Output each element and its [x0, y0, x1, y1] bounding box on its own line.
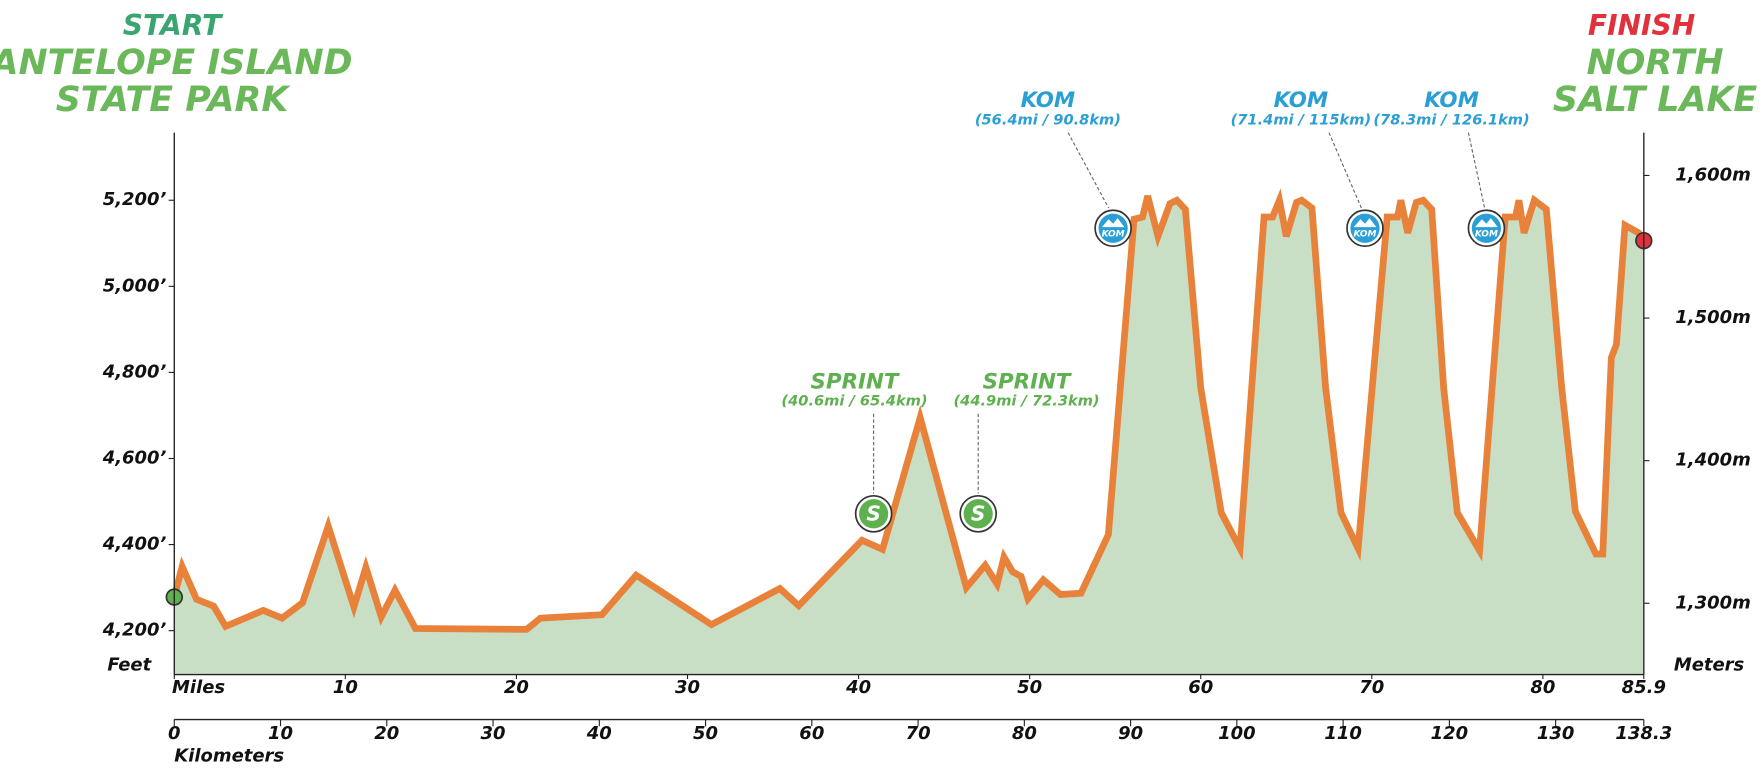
y-tick-label: 4,400’ — [102, 534, 167, 555]
kom-mountain — [1353, 218, 1377, 228]
kom-mountain — [1101, 218, 1125, 228]
kom-icon-text: KOM — [1102, 229, 1125, 239]
kom-label: KOM — [1274, 88, 1329, 113]
x2-tick-label: 110 — [1324, 723, 1362, 744]
kom-detail: (78.3mi / 126.1km) — [1373, 111, 1529, 128]
leader-line — [1067, 132, 1110, 209]
x2-tick-label: 100 — [1218, 723, 1256, 744]
x2-tick-label: 138.3 — [1615, 723, 1672, 744]
sprint-icon — [963, 499, 993, 529]
start-label: START — [123, 9, 224, 42]
start-name: STATE PARK — [56, 80, 292, 120]
x-tick-label: 85.9 — [1622, 677, 1666, 698]
x2-tick-label: 90 — [1118, 723, 1143, 744]
x2-tick-label: 20 — [374, 723, 399, 744]
kom-label: KOM — [1424, 88, 1479, 113]
x-tick-label: 80 — [1530, 677, 1555, 698]
kom-detail: (71.4mi / 115km) — [1231, 111, 1372, 128]
y2-tick-label: 1,400m — [1675, 450, 1751, 471]
y-tick-label: 5,200’ — [103, 189, 167, 210]
sprint-label: SPRINT — [811, 369, 900, 394]
x2-axis-label: Kilometers — [174, 746, 284, 767]
sprint-icon-text: S — [866, 501, 881, 525]
x2-tick-label: 30 — [481, 723, 506, 744]
x2-tick-label: 10 — [268, 723, 293, 744]
kom-label: KOM — [1021, 88, 1076, 113]
x-tick-label: 60 — [1188, 677, 1213, 698]
x2-tick-label: 70 — [906, 723, 931, 744]
kom-icon — [1098, 213, 1128, 243]
finish-name: NORTH — [1587, 43, 1724, 83]
y-tick-label: 4,200’ — [102, 620, 167, 641]
y-axis-label: Feet — [107, 655, 152, 676]
elevation-area — [174, 195, 1644, 675]
sprint-detail: (40.6mi / 65.4km) — [781, 392, 927, 409]
elevation-line — [171, 188, 1647, 633]
y2-tick-label: 1,600m — [1675, 164, 1751, 185]
x-tick-label: 20 — [504, 677, 529, 698]
kom-mountain — [1475, 218, 1498, 228]
leader-line — [1467, 132, 1486, 209]
x2-tick-label: 0 — [168, 723, 181, 744]
y2-axis-label: Meters — [1674, 655, 1745, 676]
y2-tick-label: 1,300m — [1675, 592, 1751, 613]
kom-icon-text: KOM — [1475, 229, 1498, 239]
x-tick-label: 30 — [675, 677, 700, 698]
x-tick-label: Miles — [172, 677, 225, 698]
x2-tick-label: 60 — [799, 723, 824, 744]
kom-icon-text: KOM — [1353, 229, 1376, 239]
x2-tick-label: 120 — [1431, 723, 1469, 744]
y-tick-label: 4,600’ — [102, 447, 167, 468]
sprint-icon — [859, 499, 889, 529]
finish-label: FINISH — [1588, 9, 1695, 42]
x2-tick-label: 40 — [586, 723, 612, 744]
x-tick-label: 50 — [1017, 677, 1042, 698]
x2-tick-label: 50 — [693, 723, 718, 744]
y-tick-label: 5,000’ — [103, 275, 167, 296]
x2-tick-label: 130 — [1537, 723, 1575, 744]
finish-name: SALT LAKE — [1553, 80, 1758, 120]
kom-detail: (56.4mi / 90.8km) — [975, 111, 1121, 128]
sprint-label: SPRINT — [983, 369, 1072, 394]
x-tick-label: 40 — [845, 677, 871, 698]
kom-icon — [1471, 213, 1502, 243]
x2-tick-label: 80 — [1012, 723, 1037, 744]
x-tick-label: 70 — [1359, 677, 1384, 698]
y-tick-label: 4,800’ — [102, 361, 167, 382]
sprint-detail: (44.9mi / 72.3km) — [953, 392, 1099, 409]
x-tick-label: 10 — [333, 677, 358, 698]
start-name: ANTELOPE ISLAND — [0, 43, 353, 83]
sprint-icon-text: S — [971, 501, 986, 525]
kom-icon — [1350, 213, 1380, 243]
y2-tick-label: 1,500m — [1675, 307, 1751, 328]
leader-line — [1328, 132, 1362, 209]
